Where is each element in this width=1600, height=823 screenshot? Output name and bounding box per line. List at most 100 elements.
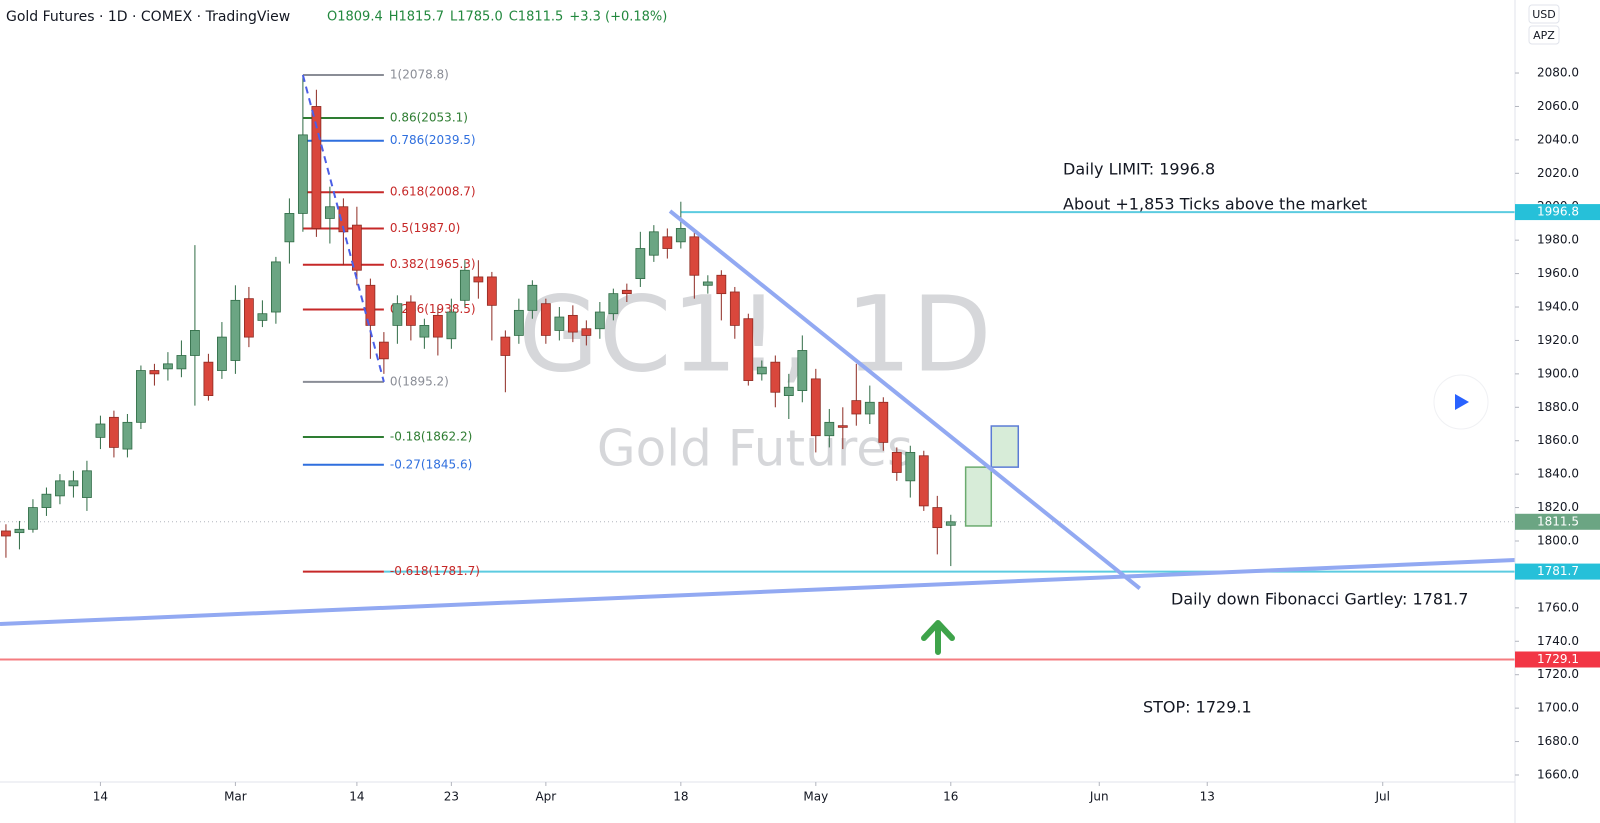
candle-body: [945, 521, 956, 526]
candle-body: [527, 284, 538, 311]
fib-label: 0(1895.2): [390, 374, 449, 388]
annotation: About +1,853 Ticks above the market: [1063, 195, 1367, 214]
currency-button[interactable]: [1528, 4, 1560, 24]
candle-body: [932, 507, 943, 529]
candle-body: [594, 311, 605, 330]
ohlc-value: +3.3 (+0.18%): [569, 10, 667, 25]
price-badge-label: 1729.1: [1537, 652, 1579, 666]
candle-body: [621, 289, 632, 295]
y-tick-label: 1680.0: [1537, 734, 1579, 748]
chart-title: Gold Futures · 1D · COMEX · TradingView: [6, 9, 290, 25]
plot-area: 1(2078.8) 0.86(2053.1) 0.786(2039.5) 0.618(…: [0, 68, 1516, 717]
candle-body: [365, 284, 376, 326]
candle-body: [540, 303, 551, 336]
candle-body: [635, 248, 646, 280]
watermark-symbol: GC1!, 1D: [518, 273, 991, 395]
candle-body: [419, 325, 430, 338]
y-tick-label: 2080.0: [1537, 66, 1579, 80]
play-icon[interactable]: [1455, 394, 1469, 410]
x-tick-label: Apr: [535, 790, 556, 804]
annotation: STOP: 1729.1: [1143, 698, 1252, 717]
candle-body: [662, 236, 673, 249]
candle-body: [891, 452, 902, 473]
candle-body: [217, 336, 227, 371]
candle-body: [689, 236, 700, 276]
candle-body: [244, 298, 254, 338]
candle-body: [486, 276, 497, 306]
ohlc-value: L1785.0: [450, 10, 503, 25]
candle-body: [783, 386, 794, 396]
fib-label: 1(2078.8): [390, 68, 449, 82]
x-tick-label: 16: [943, 790, 958, 804]
candle-body: [459, 269, 470, 301]
price-badge: [1515, 563, 1600, 580]
fib-label: 0.786(2039.5): [390, 133, 476, 147]
apz-label[interactable]: APZ: [1533, 29, 1555, 42]
fib-label: 0.86(2053.1): [390, 110, 468, 124]
y-tick-label: 1940.0: [1537, 300, 1579, 314]
candle-body: [824, 421, 835, 437]
candle-body: [675, 228, 686, 243]
annotation: Daily LIMIT: 1996.8: [1063, 160, 1215, 179]
price-badge: [1515, 651, 1600, 668]
y-tick-label: 1720.0: [1537, 667, 1579, 681]
x-tick-label: 14: [93, 790, 108, 804]
ohlc-legend: O1809.4 H1815.7 L1785.0 C1811.5 +3.3 (+0.18%…: [327, 10, 667, 25]
y-tick-label: 1840.0: [1537, 467, 1579, 481]
candle-body: [432, 314, 443, 338]
candle-body: [581, 328, 592, 336]
ohlc-value: H1815.7: [389, 10, 444, 25]
candle-body: [756, 366, 767, 375]
candle-body: [405, 301, 416, 326]
x-tick-label: Jun: [1089, 790, 1109, 804]
trend-line: [301, 74, 385, 383]
ohlc-value: O1809.4: [327, 10, 383, 25]
annotation: Daily down Fibonacci Gartley: 1781.7: [1171, 590, 1468, 609]
trend-line: [668, 209, 1142, 591]
candle-body: [878, 401, 889, 443]
candle-body: [257, 313, 268, 321]
candle-body: [176, 355, 187, 370]
projection-box: [964, 466, 993, 527]
axes: 1660.01680.01700.01720.01740.01760.01780…: [93, 66, 1600, 804]
candle-body: [743, 318, 754, 381]
candle-body: [473, 276, 484, 283]
candle-body: [837, 425, 848, 428]
up-arrow: [921, 620, 955, 655]
candle-body: [82, 470, 92, 498]
candle-body: [14, 528, 25, 534]
y-tick-label: 1880.0: [1537, 400, 1579, 414]
y-tick-label: 1800.0: [1537, 533, 1579, 547]
candle-body: [311, 106, 322, 229]
watermark: GC1!, 1D Gold Futures: [518, 273, 991, 477]
candle-body: [136, 370, 146, 423]
apz-button[interactable]: [1528, 25, 1560, 45]
candle-body: [716, 274, 727, 295]
y-tick-label: 1760.0: [1537, 600, 1579, 614]
candle-body: [905, 452, 916, 482]
candle-body: [28, 507, 38, 530]
candle-body: [163, 363, 173, 370]
ohlc-value: C1811.5: [509, 10, 564, 25]
x-tick-label: Mar: [224, 790, 247, 804]
price-badge-label: 1781.7: [1537, 564, 1579, 578]
candle-body: [567, 314, 578, 333]
candle-body: [608, 293, 619, 315]
currency-label[interactable]: USD: [1532, 8, 1556, 21]
y-tick-label: 1860.0: [1537, 433, 1579, 447]
x-tick-label: 23: [444, 790, 459, 804]
candle-body: [500, 336, 511, 356]
candle-body: [378, 341, 389, 360]
watermark-name: Gold Futures: [597, 420, 913, 478]
price-badge: [1515, 513, 1600, 530]
fib-label: -0.618(1781.7): [390, 564, 480, 578]
candle-body: [918, 455, 929, 507]
candle-body: [729, 291, 740, 326]
candle-body: [122, 421, 133, 450]
candle-body: [797, 350, 808, 391]
play-button[interactable]: [1433, 374, 1489, 430]
candle-body: [513, 309, 524, 336]
price-badge-label: 1811.5: [1537, 514, 1579, 528]
candle-body: [864, 401, 875, 415]
trend-line: [0, 558, 1516, 627]
